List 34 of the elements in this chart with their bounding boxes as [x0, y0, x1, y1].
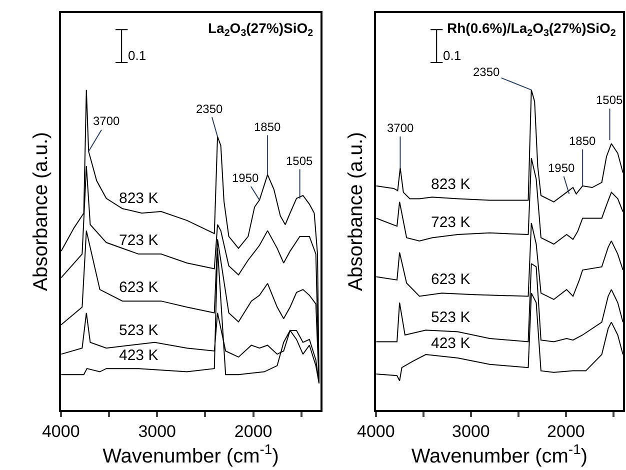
x-axis-title: Wavenumber (cm$^{-1}$)	[102, 441, 279, 468]
annotation: 1950	[232, 171, 260, 185]
annotation: 3700	[93, 114, 120, 128]
x-tick-label: 4000	[42, 422, 80, 442]
annotation: 1850	[254, 120, 282, 134]
series-label: 823 K	[431, 176, 470, 193]
x-tick-label: 3000	[138, 422, 176, 442]
x-tick-label: 2000	[547, 422, 585, 442]
series-label: 423 K	[431, 335, 470, 352]
series-label: 723 K	[431, 214, 470, 231]
x-tick-label: 4000	[357, 422, 395, 442]
annotation: 1850	[569, 134, 596, 148]
annotation: 1505	[596, 93, 624, 107]
text: 0.1	[443, 48, 462, 63]
chart-title: La$_{2}$O$_{3}$(27%)SiO$_{2}$	[208, 20, 314, 39]
series-label: 423 K	[119, 347, 158, 364]
series-label: 623 K	[119, 279, 158, 296]
series-label: 823 K	[119, 190, 158, 207]
series-label: 623 K	[431, 271, 470, 288]
annotation: 1950	[548, 161, 576, 175]
text: 0.1	[128, 48, 146, 63]
y-axis-title: Absorbance (a.u.)	[30, 132, 52, 291]
x-axis-title: Wavenumber (cm$^{-1}$)	[411, 441, 588, 468]
annotation: 1505	[286, 154, 314, 168]
x-tick-label: 2000	[234, 422, 272, 442]
y-axis-title: Absorbance (a.u.)	[344, 132, 367, 291]
annotation: 2350	[473, 65, 500, 79]
series-label: 523 K	[431, 309, 470, 326]
series-label: 723 K	[119, 232, 158, 249]
series-label: 523 K	[119, 322, 158, 339]
annotation: 3700	[387, 121, 414, 135]
chart-title: Rh(0.6%)/La$_{2}$O$_{3}$(27%)SiO$_{2}$	[447, 20, 616, 39]
x-tick-label: 3000	[452, 422, 490, 442]
annotation: 2350	[196, 102, 224, 116]
